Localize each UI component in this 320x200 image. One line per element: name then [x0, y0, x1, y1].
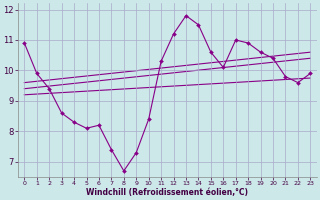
X-axis label: Windchill (Refroidissement éolien,°C): Windchill (Refroidissement éolien,°C) [86, 188, 248, 197]
